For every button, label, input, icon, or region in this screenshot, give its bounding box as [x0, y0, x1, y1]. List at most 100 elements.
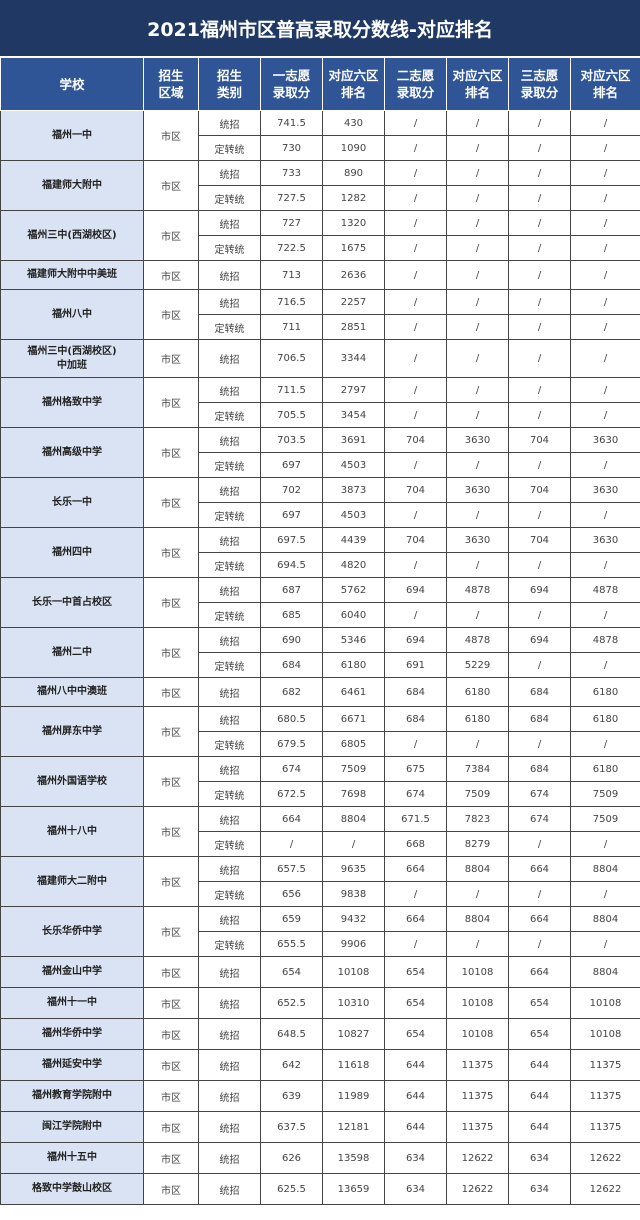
- table-body: 福州一中 市区 统招 741.5 430// / / 定转统 730 1090// / / 福建师大附中…: [0, 110, 640, 1205]
- value-cell: /: [570, 502, 640, 528]
- category-cell: 定转统: [198, 185, 261, 211]
- value-cell: 12622: [446, 1142, 509, 1174]
- table-row: 格致中学鼓山校区 市区 统招 625.5 13659 634 12622 634 12622: [0, 1173, 640, 1205]
- value-cell: 10827: [322, 1018, 385, 1050]
- value-cell: 713: [260, 260, 323, 290]
- area-cell: 市区: [143, 377, 199, 428]
- category-cell: 统招: [198, 706, 261, 732]
- table-row: 长乐一中首占校区 市区 统招 687 5762 694 4878 694 4878: [0, 577, 640, 628]
- value-cell: /: [384, 260, 447, 290]
- value-cell: 733: [260, 160, 323, 186]
- category-cell: 统招: [198, 1142, 261, 1174]
- value-cell: 694: [384, 627, 447, 653]
- value-cell: 11618: [322, 1049, 385, 1081]
- value-cell: 11989: [322, 1080, 385, 1112]
- value-cell: 727.5: [260, 185, 323, 211]
- table-row: 闽江学院附中 市区 统招 637.5 12181 644 11375 644 11375: [0, 1111, 640, 1143]
- value-cell: /: [570, 377, 640, 403]
- value-cell: 697.5: [260, 527, 323, 553]
- area-cell: 市区: [143, 260, 199, 290]
- table-row: 福州教育学院附中 市区 统招 639 11989 644 11375 644 11375: [0, 1080, 640, 1112]
- value-cell: /: [570, 552, 640, 578]
- value-cell: 684: [508, 677, 571, 707]
- category-cell: 定转统: [198, 502, 261, 528]
- value-cell: /: [384, 377, 447, 403]
- value-cell: 664: [508, 956, 571, 988]
- value-cell: /: [508, 881, 571, 907]
- category-cell: 统招: [198, 1049, 261, 1081]
- value-cell: 711.5: [260, 377, 323, 403]
- category-cell: 统招: [198, 377, 261, 403]
- school-name: 福州三中(西湖校区): [0, 210, 144, 261]
- area-cell: 市区: [143, 756, 199, 807]
- value-cell: 2257: [322, 289, 385, 315]
- value-cell: 11375: [446, 1111, 509, 1143]
- value-cell: 7823: [446, 806, 509, 832]
- value-cell: 697: [260, 502, 323, 528]
- category-cell: 定转统: [198, 881, 261, 907]
- value-cell: /: [446, 160, 509, 186]
- value-cell: /: [570, 185, 640, 211]
- column-header: 二志愿 录取分: [384, 57, 447, 111]
- area-cell: 市区: [143, 427, 199, 478]
- value-cell: 12622: [570, 1173, 640, 1205]
- value-cell: 13598: [322, 1142, 385, 1174]
- value-cell: 644: [384, 1080, 447, 1112]
- value-cell: 644: [508, 1049, 571, 1081]
- value-cell: /: [446, 552, 509, 578]
- table-row: 福州三中(西湖校区) 市区 统招 727 1320// / /: [0, 210, 640, 261]
- category-cell: 统招: [198, 906, 261, 932]
- value-cell: 672.5: [260, 781, 323, 807]
- value-cell: 703.5: [260, 427, 323, 453]
- category-cell: 统招: [198, 477, 261, 503]
- value-cell: /: [570, 931, 640, 957]
- value-cell: 5346: [322, 627, 385, 653]
- value-cell: 4878: [446, 627, 509, 653]
- value-cell: /: [446, 881, 509, 907]
- value-cell: /: [384, 452, 447, 478]
- value-cell: 12622: [570, 1142, 640, 1174]
- value-cell: 664: [508, 856, 571, 882]
- school-name: 闽江学院附中: [0, 1111, 144, 1143]
- value-cell: /: [570, 602, 640, 628]
- value-cell: 730: [260, 135, 323, 161]
- category-cell: 定转统: [198, 781, 261, 807]
- value-cell: /: [384, 135, 447, 161]
- table-row: 福州十五中 市区 统招 626 13598 634 12622 634 12622: [0, 1142, 640, 1174]
- value-cell: /: [508, 602, 571, 628]
- column-header: 招生 类别: [198, 57, 261, 111]
- category-cell: 统招: [198, 756, 261, 782]
- column-header: 对应六区 排名: [322, 57, 385, 111]
- value-cell: /: [508, 831, 571, 857]
- value-cell: 6671: [322, 706, 385, 732]
- value-cell: 7509: [446, 781, 509, 807]
- value-cell: 716.5: [260, 289, 323, 315]
- value-cell: 10108: [446, 1018, 509, 1050]
- value-cell: 642: [260, 1049, 323, 1081]
- value-cell: 8804: [446, 906, 509, 932]
- value-cell: 6180: [570, 756, 640, 782]
- value-cell: 1090: [322, 135, 385, 161]
- value-cell: 1320: [322, 210, 385, 236]
- value-cell: /: [384, 185, 447, 211]
- value-cell: 4503: [322, 452, 385, 478]
- category-cell: 定转统: [198, 931, 261, 957]
- value-cell: 704: [508, 527, 571, 553]
- value-cell: 664: [384, 906, 447, 932]
- value-cell: 694: [508, 627, 571, 653]
- category-cell: 统招: [198, 806, 261, 832]
- value-cell: /: [508, 339, 571, 378]
- category-cell: 定转统: [198, 652, 261, 678]
- value-cell: 634: [384, 1142, 447, 1174]
- value-cell: /: [446, 235, 509, 261]
- value-cell: 691: [384, 652, 447, 678]
- school-name: 福州教育学院附中: [0, 1080, 144, 1112]
- value-cell: /: [570, 314, 640, 340]
- area-cell: 市区: [143, 110, 199, 161]
- value-cell: 12181: [322, 1111, 385, 1143]
- value-cell: /: [508, 552, 571, 578]
- value-cell: 11375: [570, 1080, 640, 1112]
- value-cell: 694: [384, 577, 447, 603]
- value-cell: 655.5: [260, 931, 323, 957]
- value-cell: 6180: [446, 706, 509, 732]
